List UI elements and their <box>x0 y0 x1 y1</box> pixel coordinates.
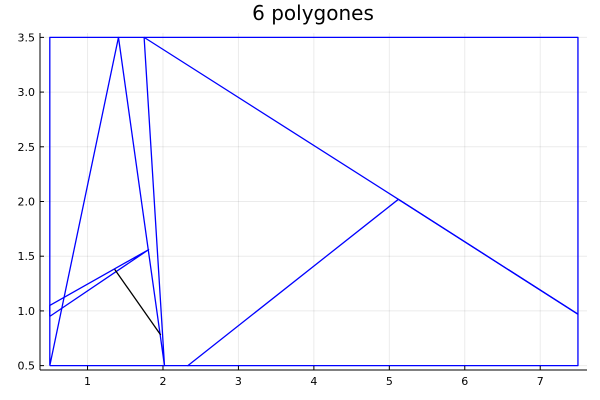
y-tick-label: 1.0 <box>18 305 36 318</box>
x-tick-label: 7 <box>537 375 544 388</box>
series-line-5 <box>49 248 150 317</box>
series-group <box>49 36 579 367</box>
series-line-1 <box>49 36 120 366</box>
series-line-4 <box>187 198 579 367</box>
x-tick-label: 3 <box>235 375 242 388</box>
x-tick-label: 2 <box>159 375 166 388</box>
grid <box>40 33 587 370</box>
x-ticks: 1 2 3 4 5 6 7 <box>84 366 544 388</box>
x-tick-label: 5 <box>386 375 393 388</box>
y-tick-label: 2.0 <box>18 196 36 209</box>
y-tick-label: 0.5 <box>18 360 36 373</box>
series-line-2 <box>117 36 166 367</box>
y-tick-label: 2.5 <box>18 141 36 154</box>
series-line-7 <box>114 268 162 336</box>
y-tick-label: 3.5 <box>18 31 36 44</box>
x-tick-label: 1 <box>84 375 91 388</box>
y-ticks: 0.5 1.0 1.5 2.0 2.5 3.0 3.5 <box>18 31 44 373</box>
x-tick-label: 4 <box>310 375 317 388</box>
chart-title: 6 polygones <box>252 1 374 25</box>
x-tick-label: 6 <box>461 375 468 388</box>
y-tick-label: 1.5 <box>18 250 36 263</box>
y-tick-label: 3.0 <box>18 86 36 99</box>
